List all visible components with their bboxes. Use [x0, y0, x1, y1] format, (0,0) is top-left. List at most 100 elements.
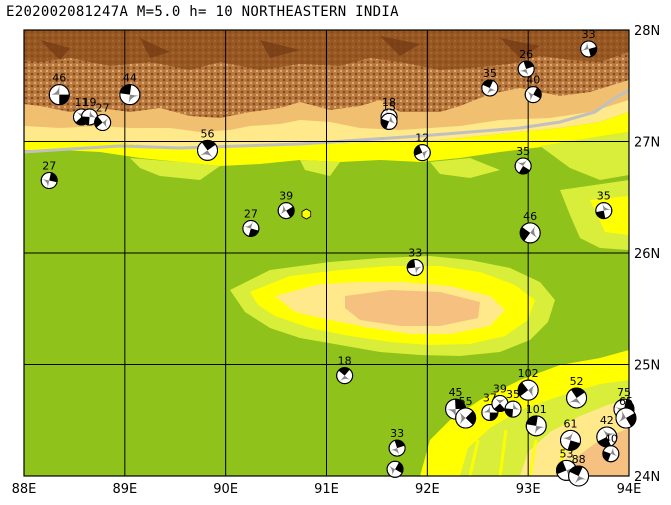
compression-quadrant	[568, 397, 583, 407]
shillong-plateau	[230, 256, 555, 356]
compression-quadrant	[102, 117, 109, 129]
focal-mechanism: 35	[504, 388, 522, 418]
focal-mechanism: 46	[48, 72, 70, 106]
compression-quadrant	[560, 430, 574, 441]
depth-label: 33	[582, 28, 596, 41]
compression-quadrant	[574, 476, 588, 486]
focal-mechanism: 35	[481, 67, 499, 97]
latitude-labels: 28N 27N 26N 25N 24N	[634, 24, 660, 485]
compression-quadrant	[201, 140, 216, 151]
compression-quadrant	[481, 404, 490, 413]
compression-quadrant	[389, 448, 400, 456]
longitude-label: 89E	[112, 482, 137, 497]
focal-mechanism: 26	[517, 48, 535, 78]
compression-quadrant	[458, 411, 466, 426]
compression-quadrant	[465, 410, 476, 425]
compression-quadrant	[338, 367, 350, 376]
latitude-label: 27N	[634, 136, 660, 151]
depth-label: 39	[279, 190, 293, 203]
compression-quadrant	[415, 266, 424, 276]
compression-quadrant	[279, 203, 287, 215]
compression-quadrant	[526, 90, 534, 102]
compression-quadrant	[526, 415, 538, 426]
compression-quadrant	[513, 401, 522, 410]
depth-label: 18	[382, 96, 396, 109]
longitude-label: 94E	[617, 482, 642, 497]
compression-quadrant	[489, 412, 498, 421]
epicenter-hexagon	[301, 208, 312, 220]
compression-quadrant	[602, 202, 612, 211]
depth-label: 39	[493, 383, 507, 396]
depth-label: 26	[519, 48, 533, 61]
focal-mechanism: 18	[336, 355, 354, 385]
focal-mechanism: 44	[119, 72, 141, 106]
compression-quadrant	[389, 113, 397, 125]
focal-mechanism: 61	[560, 417, 582, 451]
map-frame	[23, 29, 630, 477]
focal-mechanism: 15	[380, 100, 398, 130]
compression-quadrant	[570, 387, 585, 398]
depth-label: 55	[459, 395, 473, 408]
epicenter-marker	[301, 208, 312, 220]
depth-label: 46	[523, 210, 537, 223]
depth-label: 40	[604, 433, 618, 446]
river-line	[24, 88, 629, 154]
compression-quadrant	[94, 116, 103, 128]
focal-mechanism: 55	[455, 395, 477, 429]
compression-quadrant	[520, 227, 531, 242]
depth-label: 12	[415, 132, 429, 145]
depth-label: 88	[572, 453, 586, 466]
focal-mechanism: 27	[94, 102, 112, 132]
compression-quadrant	[49, 84, 60, 95]
focal-mechanism: 56	[197, 127, 219, 161]
longitude-labels: 88E 89E 90E 91E 92E 93E 94E	[12, 482, 642, 497]
compression-quadrant	[597, 436, 612, 447]
compression-quadrant	[286, 206, 295, 218]
compression-quadrant	[199, 150, 214, 159]
depth-label: 42	[600, 414, 614, 427]
focal-mechanism: 39	[491, 383, 509, 413]
compression-quadrant	[119, 84, 132, 95]
depth-label: 102	[518, 367, 539, 380]
compression-quadrant	[528, 383, 537, 399]
compression-quadrant	[81, 116, 90, 125]
compression-quadrant	[422, 149, 430, 161]
latitude-label: 25N	[634, 359, 660, 374]
focal-mechanism: 40	[602, 433, 620, 463]
longitude-label: 93E	[516, 482, 541, 497]
depth-label: 15	[382, 100, 396, 113]
depth-label: 27	[96, 102, 110, 115]
focal-mechanism: 53	[555, 447, 577, 481]
compression-quadrant	[610, 446, 619, 457]
indo-burman-ranges	[420, 350, 629, 476]
depth-label: 61	[564, 417, 578, 430]
compression-quadrant	[493, 403, 506, 412]
focal-mechanism: 52	[566, 375, 588, 409]
compression-quadrant	[49, 172, 58, 183]
focal-mechanism: 39	[277, 190, 295, 220]
depth-label: 11	[74, 96, 88, 109]
compression-quadrant	[534, 425, 547, 436]
compression-quadrant	[505, 408, 514, 418]
longitude-label: 91E	[314, 482, 339, 497]
focal-mechanism: 42	[596, 414, 618, 448]
depth-label: 44	[123, 72, 137, 85]
graticule	[24, 30, 629, 476]
compression-quadrant	[516, 159, 528, 167]
depth-label: 101	[526, 403, 547, 416]
depth-label: 35	[506, 388, 520, 401]
focal-mechanism: 27	[40, 160, 58, 190]
compression-quadrant	[339, 375, 351, 382]
depth-label: 33	[408, 246, 422, 259]
compression-quadrant	[580, 41, 589, 52]
depth-label: 27	[244, 207, 258, 220]
compression-quadrant	[518, 69, 529, 77]
focal-mechanism	[386, 460, 404, 478]
latitude-label: 26N	[634, 247, 660, 262]
focal-mechanism: 102	[517, 367, 539, 401]
focal-mechanism: 33	[388, 427, 406, 457]
depth-label: 18	[338, 355, 352, 368]
depth-label: 75	[617, 386, 631, 399]
compression-quadrant	[128, 94, 140, 105]
